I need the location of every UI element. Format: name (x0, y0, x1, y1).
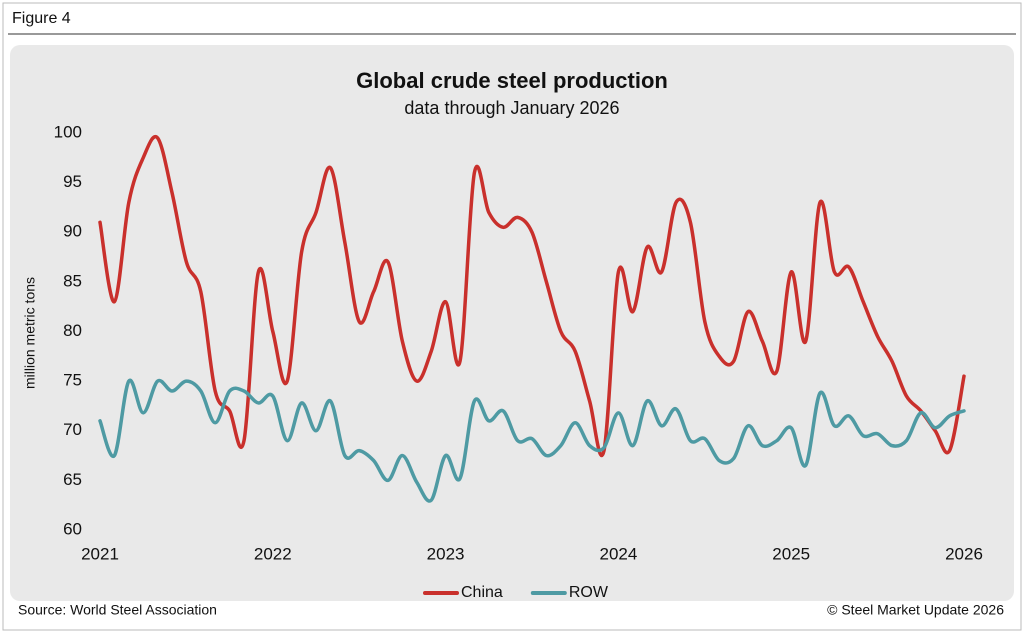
x-tick-label: 2023 (427, 544, 465, 563)
x-tick-label: 2024 (599, 544, 637, 563)
series-line (98, 134, 966, 458)
y-tick-label: 65 (63, 470, 82, 489)
x-tick-label: 2026 (945, 544, 983, 563)
chart-subtitle: data through January 2026 (404, 98, 619, 118)
y-tick-label: 70 (63, 420, 82, 439)
legend-label: ROW (569, 584, 609, 601)
x-tick-label: 2021 (81, 544, 119, 563)
x-tick-label: 2022 (254, 544, 292, 563)
y-tick-label: 80 (63, 321, 82, 340)
chart-title: Global crude steel production (356, 68, 668, 93)
y-tick-label: 85 (63, 271, 82, 290)
y-tick-label: 100 (54, 122, 82, 141)
y-tick-label: 95 (63, 172, 82, 191)
panel (10, 45, 1014, 601)
x-tick-label: 2025 (772, 544, 810, 563)
series-line (98, 378, 966, 503)
y-tick-label: 60 (63, 519, 82, 538)
figure-label: Figure 4 (12, 10, 71, 27)
legend-label: China (461, 584, 503, 601)
y-tick-label: 90 (63, 222, 82, 241)
copyright: © Steel Market Update 2026 (827, 602, 1004, 618)
y-axis-label: million metric tons (22, 277, 38, 389)
y-tick-label: 75 (63, 371, 82, 390)
source: Source: World Steel Association (18, 602, 217, 618)
